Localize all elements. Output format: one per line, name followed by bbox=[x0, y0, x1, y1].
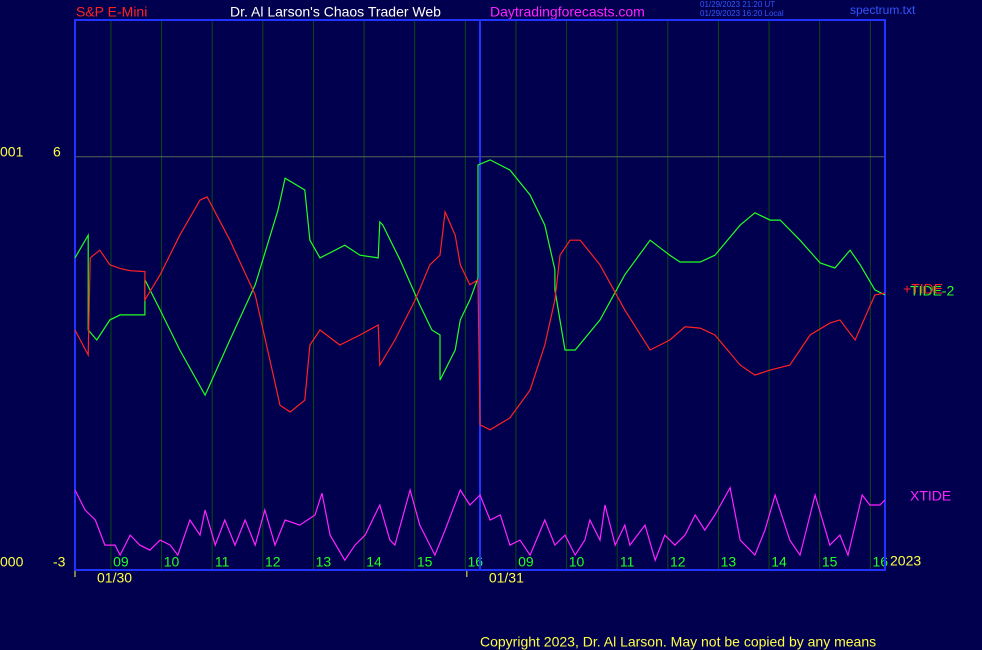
x-tick-label: 14 bbox=[771, 554, 787, 570]
x-tick-label: 10 bbox=[569, 554, 585, 570]
site-label: Daytradingforecasts.com bbox=[490, 4, 645, 20]
legend-label: XTIDE bbox=[910, 488, 951, 504]
chart-title: Dr. Al Larson's Chaos Trader Web bbox=[230, 4, 441, 20]
x-tick-label: 09 bbox=[518, 554, 534, 570]
year-label: 2023 bbox=[890, 553, 921, 569]
x-tick-label: 14 bbox=[366, 554, 382, 570]
legend-label: TIDE-2 bbox=[910, 283, 955, 299]
file-label: spectrum.txt bbox=[850, 3, 916, 17]
x-tick-label: 12 bbox=[670, 554, 686, 570]
left-label: 001 bbox=[0, 143, 24, 159]
timestamp: 01/29/2023 21:20 UT bbox=[700, 0, 775, 9]
x-tick-label: 11 bbox=[215, 554, 230, 570]
x-tick-label: 12 bbox=[265, 554, 281, 570]
series-line bbox=[74, 485, 886, 563]
x-tick-label: 15 bbox=[822, 554, 838, 570]
left-label: 000 bbox=[0, 554, 24, 570]
copyright: Copyright 2023, Dr. Al Larson. May not b… bbox=[480, 634, 876, 650]
series-line bbox=[74, 196, 886, 431]
x-tick-label: 13 bbox=[316, 554, 332, 570]
x-tick-label: 11 bbox=[620, 554, 635, 570]
x-tick-label: 10 bbox=[164, 554, 180, 570]
series-line bbox=[74, 159, 886, 397]
x-tick-label: 09 bbox=[113, 554, 129, 570]
date-label: 01/31 bbox=[489, 570, 524, 586]
x-tick-label: 15 bbox=[417, 554, 433, 570]
header-left: S&P E-Mini bbox=[76, 4, 147, 20]
y-tick-label: -3 bbox=[53, 554, 66, 570]
legend-label: +TIDE bbox=[903, 281, 943, 297]
timestamp: 01/29/2023 16:20 Local bbox=[700, 9, 784, 18]
y-tick-label: 6 bbox=[53, 143, 61, 159]
date-label: 01/30 bbox=[97, 570, 132, 586]
x-tick-label: 13 bbox=[721, 554, 737, 570]
